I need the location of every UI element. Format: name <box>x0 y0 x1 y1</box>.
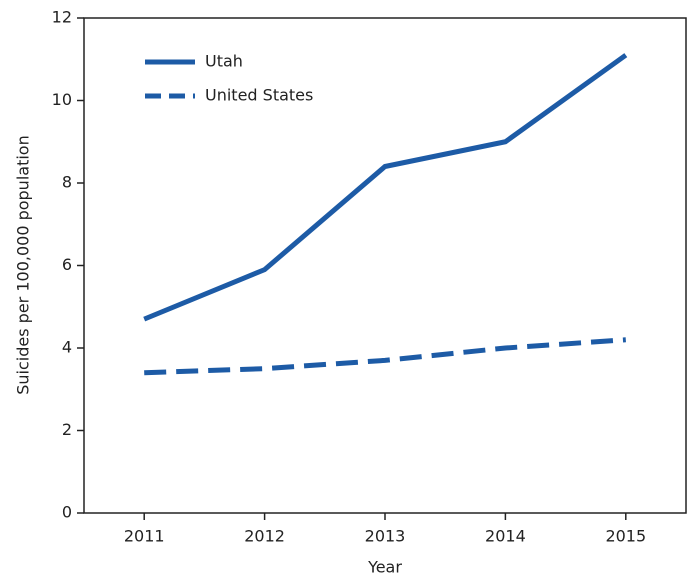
x-tick-label: 2015 <box>605 527 646 546</box>
y-tick-label: 8 <box>62 173 72 192</box>
legend-label: Utah <box>205 52 243 71</box>
plot-frame <box>83 17 687 514</box>
y-tick-label: 4 <box>62 338 72 357</box>
x-tick-label: 2012 <box>244 527 285 546</box>
x-tick-label: 2013 <box>365 527 406 546</box>
data-line <box>144 337 626 376</box>
y-tick-label: 6 <box>62 255 72 274</box>
legend-label: United States <box>205 86 313 105</box>
y-axis-label: Suicides per 100,000 population <box>14 135 33 394</box>
x-tick-label: 2011 <box>124 527 165 546</box>
y-tick-label: 12 <box>52 8 72 27</box>
y-tick-label: 2 <box>62 420 72 439</box>
data-line <box>143 53 628 322</box>
y-tick-label: 0 <box>62 503 72 522</box>
y-tick-label: 10 <box>52 90 72 109</box>
x-axis-label: Year <box>367 558 402 577</box>
x-tick-label: 2014 <box>485 527 526 546</box>
